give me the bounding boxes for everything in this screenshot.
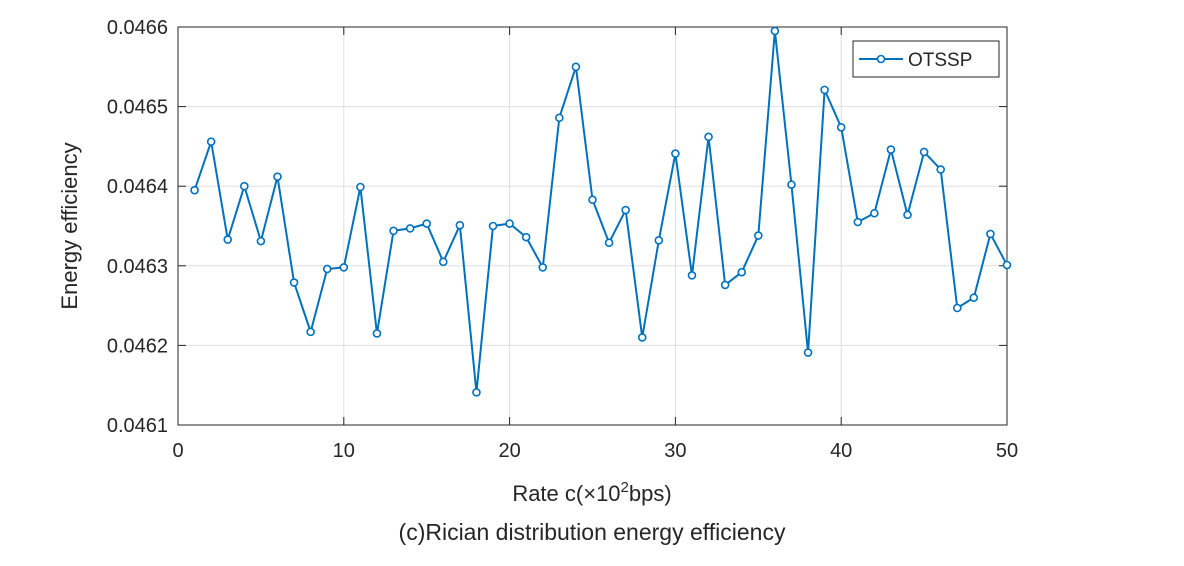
data-point — [455, 220, 465, 230]
data-point — [405, 224, 415, 233]
legend-entry-otssp: OTSSP — [908, 50, 972, 71]
data-point — [256, 236, 266, 246]
data-point — [820, 85, 829, 95]
data-point — [870, 208, 879, 218]
x-axis-label-tail: bps) — [629, 481, 672, 506]
data-point — [571, 62, 581, 72]
data-point — [521, 232, 531, 242]
data-point — [273, 172, 282, 181]
x-axis-label-base: Rate c(×10 — [512, 481, 620, 506]
y-tick-label: 0.0464 — [107, 176, 168, 198]
data-point — [671, 149, 680, 158]
x-tick-label: 20 — [498, 440, 520, 462]
legend-marker-sample — [876, 54, 886, 64]
data-point — [886, 145, 896, 154]
data-point — [637, 333, 647, 342]
data-point — [223, 235, 233, 244]
y-tick-label: 0.0466 — [107, 17, 168, 39]
data-point — [704, 132, 713, 142]
data-point — [372, 329, 382, 338]
data-point — [787, 180, 796, 189]
x-tick-label: 10 — [333, 440, 355, 462]
legend: OTSSP — [852, 40, 1000, 78]
data-point — [986, 229, 995, 239]
figure-caption: (c)Rician distribution energy efficiency — [399, 519, 786, 545]
data-point — [687, 271, 697, 280]
data-point — [322, 264, 332, 274]
data-point — [1002, 260, 1012, 270]
series-line-otssp — [193, 29, 1008, 394]
x-tick-label: 30 — [664, 440, 686, 462]
axis-ticks: 0 10 20 30 40 50 0.0461 0.0462 0.0463 0.0464 0.046… — [107, 17, 1018, 462]
data-point — [919, 147, 929, 157]
data-point — [936, 165, 945, 174]
data-point — [654, 236, 664, 245]
data-point — [903, 210, 912, 220]
y-tick-label: 0.0463 — [107, 256, 168, 278]
data-point — [488, 221, 498, 231]
data-point — [356, 182, 365, 192]
data-point — [190, 185, 199, 195]
data-point — [737, 267, 747, 277]
data-point — [538, 263, 548, 272]
data-point — [389, 226, 398, 236]
x-tick-label: 40 — [830, 440, 852, 462]
grid-lines — [178, 27, 1007, 425]
y-axis-label: Energy efficiency — [57, 142, 82, 309]
data-point — [339, 263, 349, 272]
data-point — [836, 123, 846, 132]
data-point — [588, 195, 597, 205]
data-point — [853, 217, 863, 227]
data-point — [306, 327, 315, 337]
plot-area — [177, 26, 1008, 426]
data-point — [240, 181, 249, 191]
data-point — [555, 113, 564, 123]
data-point — [472, 388, 481, 397]
data-point — [289, 278, 299, 287]
x-axis-label: Rate c(×102bps) — [512, 479, 671, 506]
data-point — [505, 219, 514, 228]
data-point — [206, 137, 216, 146]
y-tick-label: 0.0461 — [107, 415, 168, 437]
series-layer — [190, 26, 1012, 397]
data-point — [770, 26, 780, 36]
x-tick-label: 0 — [172, 440, 183, 462]
data-point — [438, 257, 448, 267]
x-tick-label: 50 — [996, 440, 1018, 462]
data-point — [604, 238, 614, 248]
y-tick-label: 0.0462 — [107, 335, 168, 357]
data-point — [621, 205, 630, 215]
data-point — [969, 293, 979, 302]
data-point — [803, 348, 813, 357]
data-point — [422, 219, 432, 228]
x-axis-label-superscript: 2 — [621, 479, 629, 496]
data-point — [753, 231, 763, 240]
data-point — [952, 303, 962, 313]
y-tick-label: 0.0465 — [107, 97, 168, 119]
data-point — [720, 280, 730, 290]
